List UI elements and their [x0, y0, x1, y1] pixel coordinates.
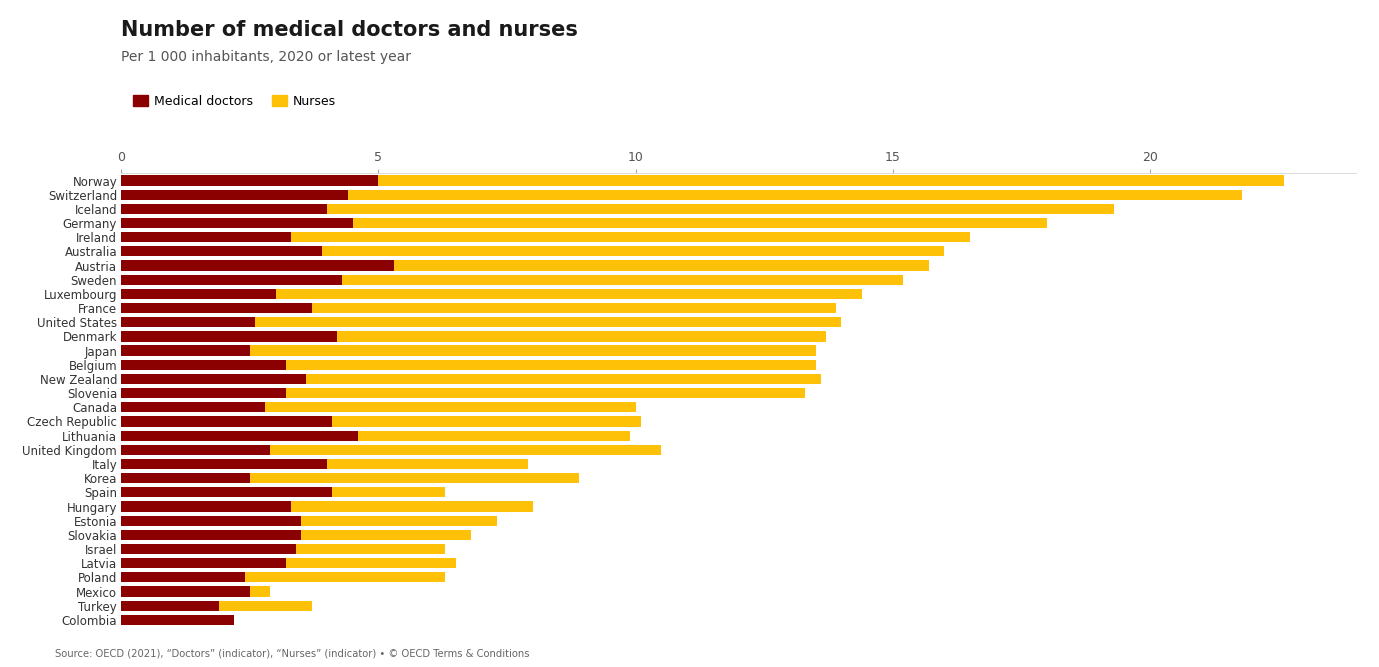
Bar: [121, 516, 302, 526]
Bar: [121, 473, 250, 484]
Bar: [121, 303, 312, 313]
Bar: [121, 572, 445, 582]
Bar: [121, 175, 378, 185]
Bar: [121, 275, 903, 285]
Legend: Medical doctors, Nurses: Medical doctors, Nurses: [128, 89, 341, 113]
Bar: [121, 374, 306, 384]
Bar: [121, 189, 348, 200]
Bar: [121, 289, 862, 299]
Bar: [121, 459, 528, 469]
Bar: [121, 586, 250, 597]
Bar: [121, 416, 332, 427]
Bar: [121, 388, 285, 398]
Bar: [121, 487, 445, 498]
Bar: [121, 402, 636, 412]
Text: Per 1 000 inhabitants, 2020 or latest year: Per 1 000 inhabitants, 2020 or latest ye…: [121, 50, 411, 64]
Bar: [121, 402, 265, 412]
Bar: [121, 600, 219, 611]
Bar: [121, 430, 359, 441]
Bar: [121, 445, 662, 455]
Bar: [121, 175, 1284, 185]
Bar: [121, 275, 342, 285]
Bar: [121, 516, 496, 526]
Bar: [121, 331, 338, 342]
Text: Source: OECD (2021), “Doctors” (indicator), “Nurses” (indicator) • © OECD Terms : Source: OECD (2021), “Doctors” (indicato…: [55, 649, 530, 659]
Bar: [121, 558, 455, 568]
Bar: [121, 246, 321, 257]
Bar: [121, 388, 805, 398]
Bar: [121, 502, 532, 512]
Bar: [121, 260, 928, 271]
Bar: [121, 530, 472, 540]
Bar: [121, 232, 291, 242]
Bar: [121, 260, 394, 271]
Bar: [121, 189, 1242, 200]
Bar: [121, 558, 285, 568]
Bar: [121, 487, 332, 498]
Bar: [121, 360, 285, 370]
Bar: [121, 600, 312, 611]
Bar: [121, 530, 302, 540]
Bar: [121, 360, 815, 370]
Bar: [121, 430, 630, 441]
Bar: [121, 232, 969, 242]
Bar: [121, 459, 327, 469]
Bar: [121, 416, 641, 427]
Bar: [121, 331, 826, 342]
Bar: [121, 572, 245, 582]
Bar: [121, 246, 945, 257]
Bar: [121, 473, 579, 484]
Bar: [121, 289, 276, 299]
Bar: [121, 218, 353, 228]
Bar: [121, 346, 250, 356]
Bar: [121, 303, 836, 313]
Bar: [121, 317, 255, 327]
Bar: [121, 445, 270, 455]
Bar: [121, 615, 234, 625]
Bar: [121, 502, 291, 512]
Bar: [121, 544, 445, 554]
Bar: [121, 218, 1047, 228]
Bar: [121, 615, 204, 625]
Bar: [121, 317, 841, 327]
Bar: [121, 346, 815, 356]
Bar: [121, 586, 270, 597]
Bar: [121, 374, 821, 384]
Bar: [121, 203, 1114, 214]
Bar: [121, 203, 327, 214]
Bar: [121, 544, 296, 554]
Text: Number of medical doctors and nurses: Number of medical doctors and nurses: [121, 20, 578, 40]
